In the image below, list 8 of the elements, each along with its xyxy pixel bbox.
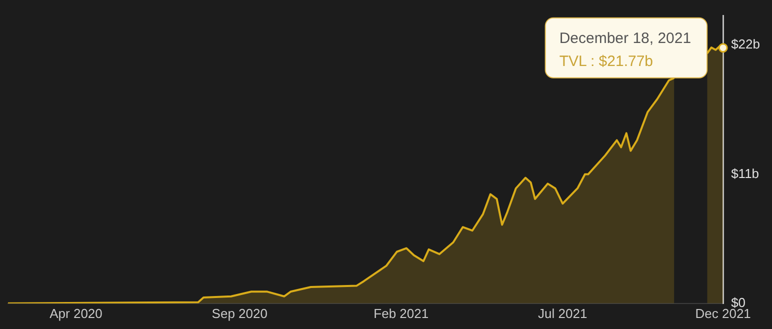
x-tick-label: Jul 2021 [538, 306, 588, 321]
annotation: December 18, 2021 TVL : $21.77b [559, 30, 692, 70]
x-tick-label: Sep 2020 [212, 306, 268, 321]
y-tick-label: $22b [731, 36, 760, 52]
x-tick-label: Feb 2021 [374, 306, 429, 321]
x-tick-label: Apr 2020 [50, 306, 102, 321]
y-tick-label: $11b [731, 166, 760, 181]
y-tick-label: $0 [731, 294, 746, 310]
